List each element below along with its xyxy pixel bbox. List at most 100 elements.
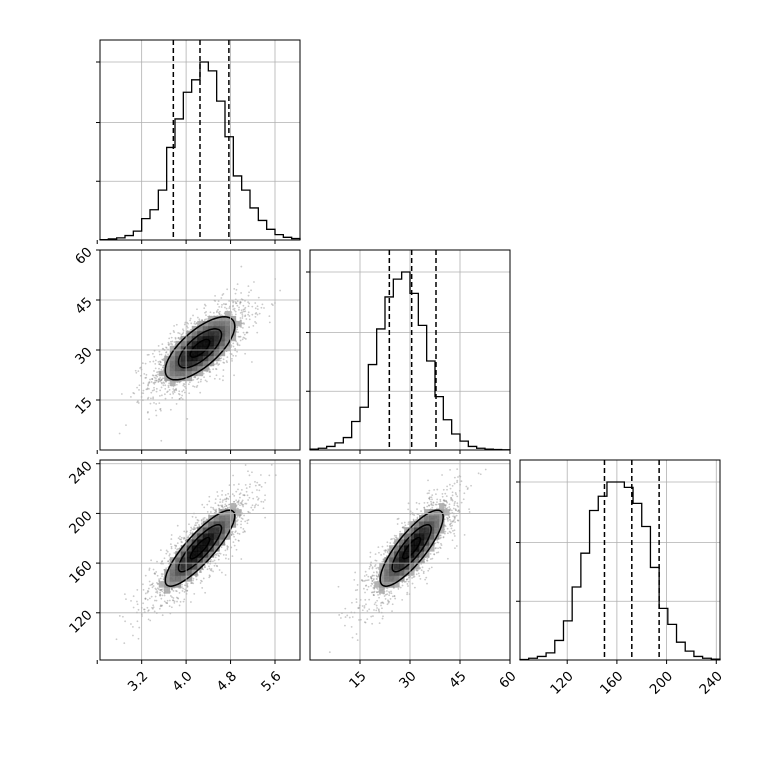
scatter-point bbox=[484, 468, 487, 471]
scatter-point bbox=[252, 497, 255, 500]
scatter-point bbox=[203, 506, 206, 509]
scatter-point bbox=[159, 591, 161, 594]
scatter-point bbox=[241, 499, 244, 502]
scatter-point bbox=[463, 533, 466, 536]
scatter-point bbox=[155, 374, 158, 377]
scatter-point bbox=[463, 492, 466, 495]
scatter-point bbox=[222, 375, 225, 378]
scatter-point bbox=[225, 497, 228, 500]
scatter-point bbox=[189, 529, 192, 532]
scatter-point bbox=[181, 583, 183, 586]
scatter-point bbox=[219, 552, 222, 555]
scatter-point bbox=[415, 573, 418, 576]
scatter-point bbox=[164, 384, 167, 387]
scatter-point bbox=[264, 516, 267, 519]
scatter-point bbox=[144, 598, 147, 600]
scatter-point bbox=[220, 314, 223, 317]
scatter-point bbox=[451, 520, 454, 523]
scatter-point bbox=[221, 505, 224, 508]
scatter-point bbox=[428, 498, 431, 501]
scatter-point bbox=[237, 539, 240, 542]
scatter-point bbox=[150, 595, 153, 598]
scatter-point bbox=[248, 474, 251, 477]
scatter-point bbox=[194, 376, 197, 379]
scatter-point bbox=[244, 464, 247, 466]
scatter-point bbox=[181, 541, 183, 544]
scatter-point bbox=[158, 378, 161, 381]
scatter-point bbox=[213, 377, 216, 380]
scatter-point bbox=[142, 583, 144, 586]
density-bin bbox=[197, 320, 204, 327]
scatter-point bbox=[232, 541, 235, 544]
scatter-point bbox=[169, 332, 172, 335]
scatter-point bbox=[159, 395, 161, 397]
scatter-point bbox=[176, 542, 179, 545]
scatter-point bbox=[431, 506, 434, 509]
scatter-point bbox=[150, 381, 153, 383]
scatter-point bbox=[371, 575, 374, 577]
scatter-point bbox=[240, 326, 243, 328]
scatter-point bbox=[194, 522, 197, 524]
scatter-point bbox=[168, 554, 171, 557]
scatter-point bbox=[233, 500, 236, 503]
scatter-point bbox=[173, 600, 176, 603]
scatter-point bbox=[159, 409, 162, 412]
scatter-point bbox=[222, 358, 225, 361]
scatter-point bbox=[374, 559, 377, 562]
scatter-point bbox=[376, 591, 378, 593]
scatter-point bbox=[244, 310, 247, 313]
scatter-point bbox=[418, 575, 421, 577]
scatter-point bbox=[179, 600, 182, 603]
density-bin bbox=[208, 345, 215, 352]
scatter-point bbox=[460, 480, 463, 483]
scatter-point bbox=[159, 408, 162, 410]
scatter-point bbox=[374, 601, 377, 604]
scatter-point bbox=[165, 549, 168, 552]
scatter-point bbox=[364, 591, 366, 594]
scatter-point bbox=[153, 572, 156, 575]
scatter-point bbox=[212, 508, 215, 511]
scatter-point bbox=[218, 378, 221, 380]
scatter-point bbox=[209, 560, 212, 563]
scatter-point bbox=[167, 344, 170, 346]
scatter-point bbox=[435, 493, 437, 496]
scatter-point bbox=[393, 534, 396, 537]
scatter-point bbox=[147, 590, 150, 593]
scatter-point bbox=[215, 511, 218, 513]
scatter-point bbox=[177, 597, 180, 600]
scatter-point bbox=[407, 521, 410, 524]
density-bins-1-0 bbox=[158, 310, 242, 387]
scatter-point bbox=[201, 319, 203, 322]
scatter-point bbox=[148, 387, 150, 390]
scatter-point bbox=[370, 576, 372, 578]
scatter-point bbox=[172, 597, 175, 599]
scatter-point bbox=[236, 304, 239, 307]
scatter-point bbox=[247, 301, 249, 304]
scatter-point bbox=[230, 313, 233, 316]
scatter-point bbox=[451, 484, 454, 487]
scatter-point bbox=[155, 599, 158, 602]
scatter-point bbox=[244, 338, 247, 340]
scatter-point bbox=[397, 537, 400, 540]
scatter-point bbox=[186, 530, 188, 533]
scatter-point bbox=[153, 381, 156, 384]
scatter-point bbox=[147, 610, 150, 612]
scatter-point bbox=[143, 608, 146, 611]
scatter-point bbox=[173, 552, 176, 554]
scatter-point bbox=[456, 504, 459, 507]
scatter-point bbox=[159, 594, 161, 597]
scatter-point bbox=[240, 558, 243, 560]
scatter-point bbox=[153, 355, 156, 358]
scatter-point bbox=[201, 580, 203, 583]
scatter-point bbox=[387, 601, 390, 604]
scatter-point bbox=[228, 484, 231, 486]
scatter-point bbox=[151, 607, 154, 610]
scatter-point bbox=[248, 291, 250, 294]
scatter-point bbox=[451, 498, 454, 501]
scatter-point bbox=[157, 370, 160, 373]
scatter-point bbox=[237, 344, 239, 346]
scatter-point bbox=[158, 363, 161, 365]
scatter-point bbox=[215, 368, 217, 370]
scatter-point bbox=[171, 588, 174, 591]
scatter-point bbox=[456, 519, 459, 522]
